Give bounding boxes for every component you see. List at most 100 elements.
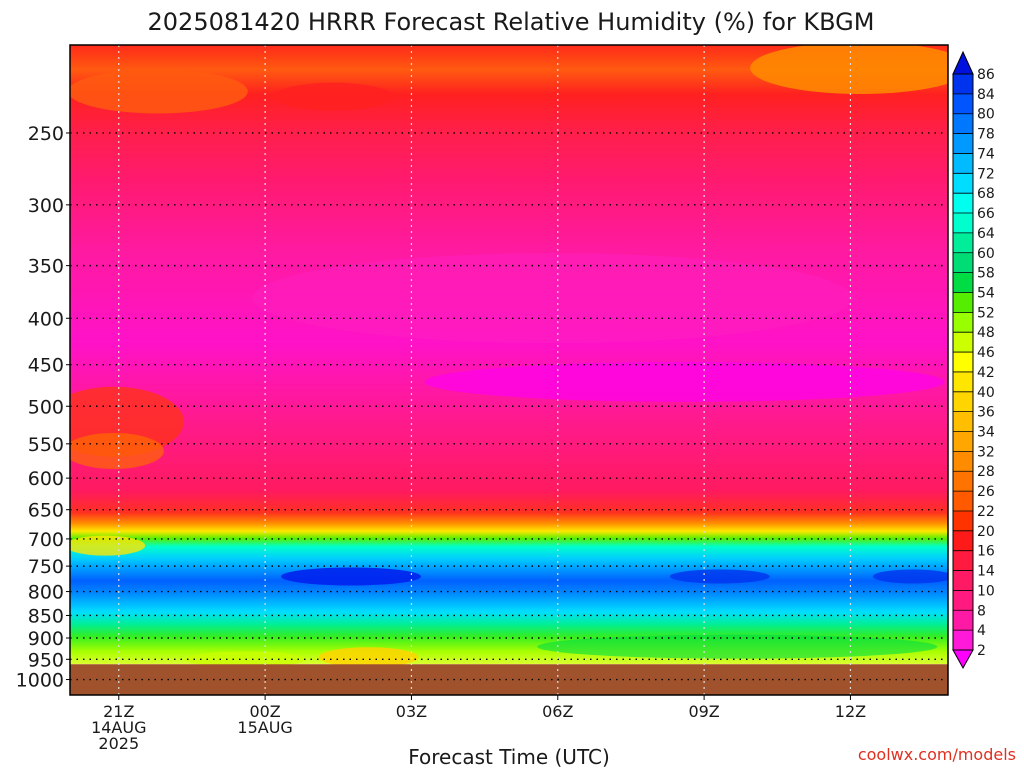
colorbar-label: 68	[977, 186, 995, 202]
colorbar-band	[953, 332, 973, 353]
colorbar-band	[953, 153, 973, 174]
humidity-feature	[424, 361, 945, 402]
colorbar-band	[953, 510, 973, 532]
ground-fill	[70, 664, 948, 695]
colorbar-label: 84	[977, 87, 995, 103]
colorbar-label: 8	[977, 603, 986, 619]
colorbar-extend-min	[952, 649, 974, 670]
humidity-feature	[280, 567, 421, 586]
humidity-features	[70, 45, 948, 668]
y-tick-label: 1000	[16, 670, 64, 692]
colorbar-band	[953, 312, 973, 333]
humidity-feature	[872, 569, 948, 584]
x-tick-label: 03Z	[396, 702, 427, 721]
colorbar-label: 34	[977, 425, 995, 441]
colorbar-band	[953, 213, 973, 234]
colorbar-band	[953, 252, 973, 274]
x-tick-label: 15AUG	[237, 718, 292, 737]
x-tick-label: 12Z	[835, 702, 866, 721]
colorbar-band	[953, 113, 973, 135]
colorbar-label: 2	[977, 643, 986, 659]
colorbar-label: 14	[977, 564, 995, 580]
chart-title: 2025081420 HRRR Forecast Relative Humidi…	[148, 8, 875, 36]
colorbar-band	[953, 451, 973, 472]
colorbar-label: 60	[977, 246, 995, 262]
colorbar-label: 4	[977, 623, 986, 639]
colorbar-band	[953, 133, 973, 154]
colorbar-label: 26	[977, 484, 995, 500]
y-tick-label: 550	[28, 434, 64, 456]
y-tick-label: 300	[28, 195, 64, 217]
humidity-feature	[70, 69, 248, 114]
plot-frame	[69, 44, 949, 696]
colorbar-label: 40	[977, 385, 995, 401]
colorbar-band	[953, 292, 973, 313]
x-tick-label: 06Z	[542, 702, 573, 721]
colorbar-band	[953, 590, 973, 611]
y-tick-label: 700	[28, 529, 64, 551]
humidity-feature	[252, 253, 853, 344]
colorbar-band	[953, 610, 973, 631]
watermark: coolwx.com/models	[858, 745, 1016, 764]
colorbar-label: 48	[977, 325, 995, 341]
colorbar-band	[953, 570, 973, 591]
grid-lines	[70, 45, 948, 695]
colorbar-label: 46	[977, 345, 995, 361]
y-tick-label: 800	[28, 582, 64, 604]
colorbar-band	[953, 491, 973, 512]
colorbar-label: 58	[977, 266, 995, 282]
y-tick-label: 900	[28, 628, 64, 650]
colorbar-band	[953, 352, 973, 373]
y-tick-label: 400	[28, 308, 64, 330]
colorbar-label: 86	[977, 67, 995, 83]
colorbar-band	[953, 371, 973, 393]
x-tick-label: 14AUG	[91, 718, 146, 737]
y-tick-label: 750	[28, 556, 64, 578]
colorbar-label: 32	[977, 444, 995, 460]
colorbar: 2481014162022262832343640424648525458606…	[952, 50, 995, 670]
colorbar-band	[953, 173, 973, 194]
colorbar-band	[953, 193, 973, 214]
colorbar-band	[953, 530, 973, 552]
colorbar-band	[953, 272, 973, 293]
colorbar-band	[953, 431, 973, 452]
colorbar-label: 22	[977, 504, 995, 520]
humidity-feature	[318, 647, 419, 668]
humidity-feature	[750, 45, 948, 94]
plot-area	[70, 45, 948, 695]
y-tick-label: 650	[28, 500, 64, 522]
colorbar-label: 36	[977, 405, 995, 421]
colorbar-label: 64	[977, 226, 995, 242]
colorbar-label: 28	[977, 464, 995, 480]
colorbar-band	[953, 411, 973, 433]
y-tick-label: 350	[28, 256, 64, 278]
y-tick-label: 850	[28, 605, 64, 627]
colorbar-label: 16	[977, 544, 995, 560]
colorbar-band	[953, 391, 973, 413]
colorbar-band	[953, 232, 973, 254]
colorbar-label: 10	[977, 583, 995, 599]
y-tick-label: 250	[28, 123, 64, 145]
colorbar-label: 78	[977, 127, 995, 143]
colorbar-label: 74	[977, 146, 995, 162]
colorbar-label: 80	[977, 107, 995, 123]
y-tick-label: 600	[28, 468, 64, 490]
humidity-feature	[273, 82, 394, 111]
x-tick-label: 00Z	[249, 702, 280, 721]
y-tick-label: 500	[28, 396, 64, 418]
humidity-feature	[70, 535, 146, 556]
colorbar-band	[953, 630, 973, 651]
humidity-feature	[669, 569, 770, 584]
colorbar-label: 66	[977, 206, 995, 222]
humidity-feature	[537, 634, 938, 659]
x-tick-label: 21Z	[103, 702, 134, 721]
colorbar-label: 72	[977, 166, 995, 182]
colorbar-band	[953, 74, 973, 95]
colorbar-label: 42	[977, 365, 995, 381]
humidity-field	[70, 45, 948, 665]
colorbar-label: 20	[977, 524, 995, 540]
colorbar-label: 54	[977, 285, 995, 301]
y-tick-label: 450	[28, 355, 64, 377]
